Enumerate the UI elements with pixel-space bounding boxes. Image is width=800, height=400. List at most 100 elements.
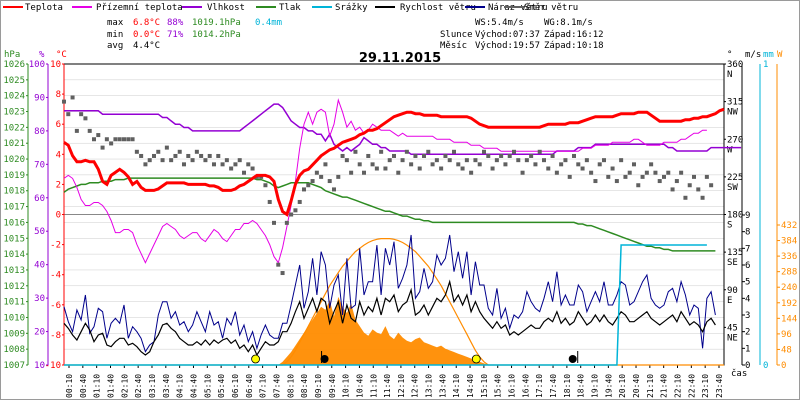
wind-direction-point — [494, 158, 499, 163]
wind-direction-point — [696, 187, 701, 192]
grid — [63, 63, 725, 366]
x-tick-label: 15:10 — [480, 374, 489, 398]
wind-direction-point — [306, 183, 311, 188]
wind-direction-point — [692, 174, 696, 179]
wind-direction-point — [674, 179, 679, 184]
sunrise-time: Východ:07:37 — [475, 30, 540, 40]
axis-unit-mm: mm — [763, 50, 774, 60]
humidity-axis-tick-label: 60 — [34, 194, 45, 204]
stat-min-press: 1014.2hPa — [192, 30, 241, 40]
legend-item-vlhkost[interactable]: Vlhkost — [182, 3, 245, 13]
legend-item-rychlost-vetru[interactable]: Rychlost větru — [375, 3, 476, 13]
x-tick-label: 17:10 — [535, 374, 544, 398]
x-tick-label: 08:10 — [286, 374, 295, 398]
wind-direction-point — [310, 179, 315, 184]
sunset-time: Západ:16:12 — [544, 30, 604, 40]
wind-direction-point — [670, 187, 675, 192]
x-tick-label: 19:10 — [591, 374, 600, 398]
wind-axis-tick-label: 3 — [745, 311, 750, 321]
wind-direction-point — [152, 153, 156, 158]
axis-unit-ms: m/s — [745, 50, 761, 60]
x-tick-label: 17:40 — [549, 374, 558, 398]
legend-item-tlak[interactable]: Tlak — [256, 3, 301, 13]
wind-direction-point — [280, 271, 285, 276]
wind-direction-point — [267, 199, 272, 204]
stat-max-label: max — [107, 18, 124, 28]
wind-direction-point — [362, 170, 366, 175]
axis-unit-deg: ° — [727, 50, 732, 60]
direction-axis-dir-label: W — [727, 145, 733, 155]
wind-direction-point — [233, 162, 238, 167]
solar-axis-tick-label: 96 — [781, 330, 792, 340]
hpa-axis-tick-label: 1015 — [3, 234, 25, 244]
wind-direction-point — [524, 158, 529, 163]
legend-item-prizemni-teplota[interactable]: Přízemní teplota — [72, 3, 183, 13]
wind-direction-point — [679, 170, 684, 175]
wind-direction-point — [512, 149, 516, 154]
hpa-axis-tick-label: 1017 — [3, 203, 25, 213]
wind-direction-point — [272, 220, 276, 225]
wind-direction-point — [353, 149, 358, 154]
wind-direction-point — [156, 149, 161, 154]
solar-axis-tick-label: 336 — [781, 252, 797, 262]
axis-unit-pct: % — [39, 50, 45, 60]
hpa-axis-tick-label: 1014 — [3, 250, 25, 260]
legend-item-srazky[interactable]: Srážky — [312, 3, 368, 13]
x-tick-label: 16:40 — [521, 374, 530, 398]
hpa-axis-tick-label: 1009 — [3, 329, 25, 339]
wind-direction-point — [619, 158, 624, 163]
wind-direction-point — [130, 137, 135, 142]
temp-axis-tick-label: 0 — [56, 211, 61, 221]
stat-avg-label: avg — [107, 41, 123, 51]
direction-axis-tick-label: 90 — [727, 286, 738, 296]
stat-min-label: min — [107, 30, 123, 40]
wind-axis-tick-label: 5 — [745, 278, 750, 288]
humidity-axis-tick-label: 50 — [34, 227, 45, 237]
legend-item-smer-vetru[interactable]: Směr větru — [504, 3, 578, 13]
wind-direction-point — [319, 174, 324, 179]
hpa-axis-tick-label: 1008 — [3, 345, 25, 355]
temp-axis-tick-label: -4 — [50, 271, 61, 281]
direction-axis-tick-label: 225 — [727, 173, 743, 183]
wind-direction-point — [66, 112, 71, 117]
wind-direction-point — [96, 133, 101, 138]
stat-avg-temp: 4.4°C — [133, 41, 160, 51]
wind-direction-point — [572, 153, 576, 158]
wind-direction-point — [687, 183, 692, 188]
humidity-axis-tick-label: 10 — [34, 361, 45, 371]
wind-direction-point — [392, 153, 396, 158]
wind-direction-point — [602, 158, 606, 163]
wind-direction-point — [199, 153, 204, 158]
wind-direction-point — [704, 174, 709, 179]
wind-direction-point — [169, 158, 174, 163]
wind-direction-point — [503, 162, 508, 167]
wind-direction-point — [147, 158, 152, 163]
legend-label: Směr větru — [524, 3, 578, 13]
hpa-axis-tick-label: 1024 — [3, 92, 25, 102]
hpa-axis-tick-label: 1013 — [3, 266, 25, 276]
wind-direction-point — [396, 170, 401, 175]
stat-min-temp: 0.0°C — [133, 30, 160, 40]
wind-direction-point — [336, 174, 341, 179]
wind-direction-point — [74, 128, 79, 133]
wind-direction-point — [554, 170, 559, 175]
wind-direction-point — [417, 166, 422, 171]
wind-direction-point — [79, 112, 84, 117]
x-tick-label: 05:40 — [217, 374, 226, 398]
wind-direction-point — [439, 166, 444, 171]
wind-direction-point — [456, 162, 461, 167]
wind-direction-point — [610, 166, 615, 171]
wind-direction-point — [314, 170, 319, 175]
humidity-line — [64, 103, 742, 156]
wind-direction-point — [490, 166, 495, 171]
wind-direction-point — [700, 195, 705, 200]
x-tick-label: 07:10 — [259, 374, 268, 398]
wind-direction-point — [567, 174, 572, 179]
legend-item-teplota[interactable]: Teplota — [3, 3, 63, 13]
solar-axis-tick-label: 288 — [781, 268, 797, 278]
x-tick-label: 02:10 — [120, 374, 129, 398]
wind-direction-point — [422, 153, 426, 158]
temp-axis-tick-label: -10 — [45, 361, 61, 371]
wind-axis-tick-label: 6 — [745, 261, 750, 271]
wind-direction-point — [83, 116, 88, 121]
